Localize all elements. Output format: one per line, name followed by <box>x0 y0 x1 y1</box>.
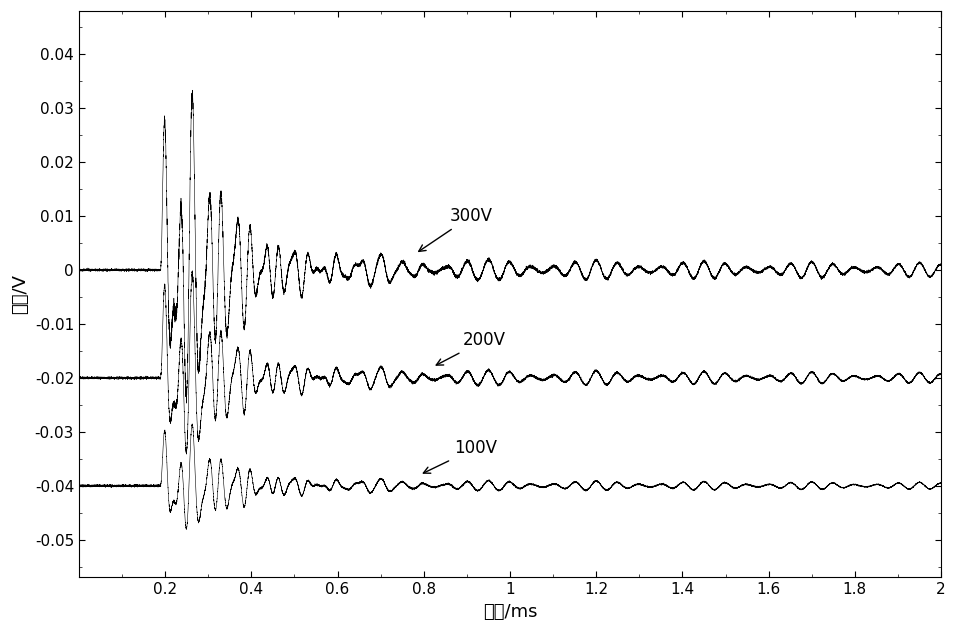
X-axis label: 时间/ms: 时间/ms <box>482 603 537 621</box>
Y-axis label: 电压/V: 电压/V <box>11 274 29 314</box>
Text: 200V: 200V <box>436 331 505 365</box>
Text: 100V: 100V <box>423 439 497 473</box>
Text: 300V: 300V <box>419 207 493 252</box>
